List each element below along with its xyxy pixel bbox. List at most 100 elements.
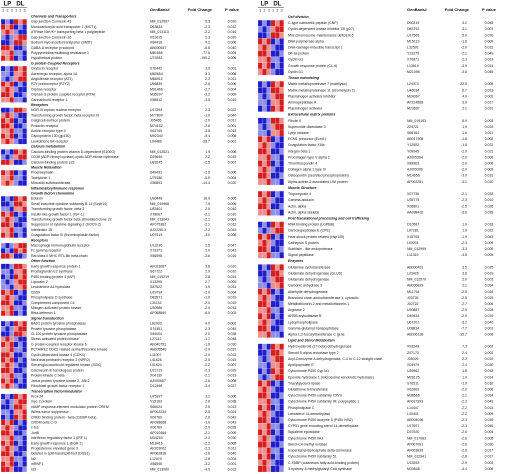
- p-value: 0.004: [485, 430, 494, 434]
- heat-cell: [262, 209, 267, 216]
- heat-cell: [266, 368, 271, 375]
- gene-name: CD59: [31, 290, 40, 294]
- gene-name: Alpha 1,2-fucosyltransferase C gene: [288, 333, 345, 337]
- heat-cell: [262, 447, 267, 454]
- gene-name: Cyclin G1: [288, 58, 303, 62]
- heat-cell: [275, 233, 280, 241]
- fold-change: 3.6: [462, 271, 467, 275]
- gene-name: Cytochrome P450 Cyp7a1: [288, 369, 329, 373]
- heat-cell: [279, 197, 284, 204]
- heat-cell: [262, 32, 267, 39]
- heat-cell: [279, 331, 284, 338]
- heat-cell: [9, 362, 14, 368]
- gene-name: JunB: [31, 431, 40, 435]
- p-value: 0.004: [228, 290, 237, 294]
- genbank-id: L11319: [407, 253, 418, 257]
- heat-cell: [275, 154, 280, 161]
- heat-cell: [270, 245, 276, 253]
- heat-cell: [257, 136, 263, 143]
- fold-change: -5.5: [204, 176, 210, 180]
- heat-cell: [275, 319, 280, 326]
- heat-cell: [5, 409, 10, 415]
- heat-cell: [13, 362, 19, 368]
- gene-name: Integrin beta 1: [288, 149, 310, 153]
- heat-cell: [262, 20, 267, 27]
- heat-cell: [0, 222, 6, 228]
- heat-cell: [22, 399, 27, 405]
- heat-cell: [18, 456, 23, 462]
- heat-cell: [275, 38, 280, 45]
- heat-cell: [279, 203, 284, 210]
- heat-cell: [270, 435, 276, 442]
- heat-cell: [262, 343, 267, 350]
- heat-cell: [22, 253, 27, 259]
- gene-name: G protein-coupled receptor kinase 6: [31, 342, 87, 346]
- heat-cell: [0, 159, 6, 166]
- heat-cell: [257, 307, 263, 314]
- heat-cell: [22, 50, 27, 56]
- heat-cell: [275, 435, 280, 442]
- gene-name: Tachykinin 1: [31, 176, 50, 180]
- heat-cell: [18, 414, 23, 421]
- heat-cell: [13, 232, 19, 238]
- heat-cell: [257, 44, 263, 51]
- heat-cell: [275, 362, 280, 369]
- p-value: 0.016: [228, 254, 237, 258]
- genbank-id: L24374: [407, 82, 419, 86]
- heat-cell: [9, 201, 14, 207]
- fold-change: -2.5: [204, 160, 210, 164]
- heat-cell: [266, 26, 271, 33]
- heat-cell: [22, 331, 27, 337]
- heat-cell: [257, 142, 263, 149]
- gene-name: Id3: [31, 467, 36, 471]
- heat-cell: [22, 91, 27, 98]
- heat-cell: [262, 270, 267, 277]
- heat-cell: [266, 374, 271, 381]
- heat-cell: [257, 368, 263, 375]
- heat-cell: [22, 248, 27, 254]
- gene-name: Cytochrome P450 subfamily 51: [288, 455, 337, 459]
- heat-cell: [279, 245, 284, 253]
- heat-cell: [266, 172, 271, 179]
- heat-cell: [270, 81, 276, 88]
- gene-name: Janus protein tyrosine kinase 2, JAK2: [31, 379, 90, 383]
- heat-cell: [22, 310, 27, 316]
- heat-cell: [5, 91, 10, 98]
- heat-cell: [275, 172, 280, 179]
- fold-change: -2.0: [204, 119, 210, 123]
- gene-name: Epoxide hydrolase 1 (microsomal xenobiot…: [288, 375, 374, 379]
- heat-cell: [22, 170, 27, 176]
- heat-cell: [279, 99, 284, 106]
- heat-cell: [270, 453, 276, 460]
- heat-cell: [0, 81, 6, 87]
- heat-cell: [279, 20, 284, 27]
- heat-cell: [18, 107, 23, 113]
- heat-cell: [275, 429, 280, 436]
- genbank-id: S67722: [150, 270, 162, 274]
- fold-change: 2.0: [205, 332, 210, 336]
- heat-cell: [9, 45, 14, 51]
- heat-cell: [257, 355, 263, 363]
- heat-cell: [275, 203, 280, 210]
- replicate-label: 3: [281, 8, 283, 12]
- genbank-id: L40401: [407, 412, 419, 416]
- heat-cell: [5, 461, 10, 467]
- heat-cell: [262, 380, 267, 387]
- heat-cell: [279, 81, 284, 88]
- heat-cell: [270, 441, 276, 448]
- column-header: P value: [225, 7, 240, 12]
- fold-change: -2.1: [204, 218, 210, 222]
- heat-cell: [257, 87, 263, 94]
- genbank-id: M33648: [407, 467, 420, 471]
- heat-cell: [9, 445, 14, 452]
- heat-cell: [279, 282, 284, 289]
- heat-cell: [0, 133, 6, 139]
- gene-name: Interleukin 18: [31, 228, 52, 232]
- heat-cell: [0, 409, 6, 415]
- heat-cell: [279, 343, 284, 350]
- fold-change: 4.9: [462, 94, 467, 98]
- genbank-id: AF214568: [407, 100, 423, 104]
- gene-name: Actin, alpha skeletal: [288, 210, 319, 214]
- fold-change: -190.2: [200, 56, 210, 60]
